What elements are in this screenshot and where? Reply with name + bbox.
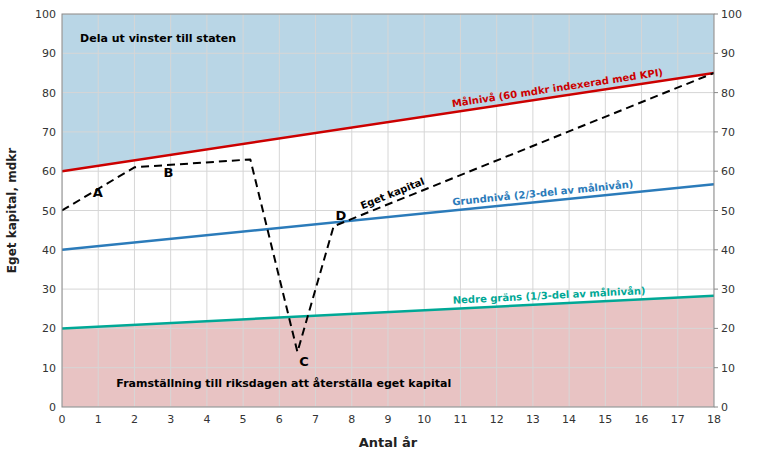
series-label: Eget kapital: [359, 176, 426, 212]
x-tick-label: 1: [95, 413, 102, 426]
plot-background: [62, 14, 714, 407]
x-tick-label: 12: [490, 413, 504, 426]
y2-tick: [714, 249, 718, 250]
y-tick-label: 30: [42, 283, 56, 296]
y-tick-label: 80: [42, 87, 56, 100]
y-tick-label: 10: [42, 362, 56, 375]
plot-area: [62, 14, 714, 407]
y2-tick: [714, 328, 718, 329]
x-tick-label: 17: [671, 413, 685, 426]
x-axis-label: Antal år: [359, 435, 418, 450]
y2-tick: [714, 92, 718, 93]
y-tick-label: 40: [42, 244, 56, 257]
x-tick-label: 18: [707, 413, 721, 426]
series-line: [62, 73, 714, 352]
y-axis-label: Eget kapital, mdkr: [5, 148, 19, 273]
plot-frame: [62, 14, 714, 407]
x-tick-label: 2: [131, 413, 138, 426]
grid-line-y: [62, 328, 714, 329]
y2-tick-label: 90: [721, 47, 735, 60]
series-line: [62, 296, 714, 329]
grid: [62, 14, 714, 407]
series-label: Målnivå (60 mdkr indexerad med KPI): [451, 66, 664, 110]
y2-tick-label: 0: [721, 401, 728, 414]
x-tick-label: 10: [417, 413, 431, 426]
y-tick-label: 70: [42, 126, 56, 139]
y2-tick-label: 50: [721, 205, 735, 218]
x-tick-label: 8: [348, 413, 355, 426]
y2-tick-label: 30: [721, 283, 735, 296]
y2-tick-label: 80: [721, 87, 735, 100]
series-line: [62, 73, 714, 171]
x-tick-label: 7: [312, 413, 319, 426]
grid-line-y: [62, 367, 714, 368]
y-tick-label: 50: [42, 205, 56, 218]
x-tick-label: 0: [59, 413, 66, 426]
y-tick-label: 0: [49, 401, 56, 414]
x-tick-label: 13: [526, 413, 540, 426]
y2-tick-label: 100: [721, 8, 742, 21]
y2-tick: [714, 210, 718, 211]
y2-tick: [714, 171, 718, 172]
annotation: D: [335, 208, 346, 223]
x-tick-label: 16: [635, 413, 649, 426]
x-tick-label: 4: [203, 413, 210, 426]
y2-tick: [714, 14, 718, 15]
y2-tick: [714, 407, 718, 408]
annotations: Dela ut vinster till staten Framställning…: [80, 32, 451, 391]
y2-tick-label: 20: [721, 322, 735, 335]
annotation: Framställning till riksdagen att återstä…: [116, 377, 451, 390]
y-tick-label: 100: [35, 8, 56, 21]
x-tick-label: 14: [562, 413, 576, 426]
grid-line-y: [62, 210, 714, 211]
annotation: Dela ut vinster till staten: [80, 32, 236, 45]
y2-tick-label: 70: [721, 126, 735, 139]
annotation: C: [299, 354, 309, 369]
series-labels: Målnivå (60 mdkr indexerad med KPI) Grund…: [359, 66, 664, 306]
y2-tick-label: 10: [721, 362, 735, 375]
y2-tick: [714, 131, 718, 132]
axes: 0123456789101112131415161718010203040506…: [35, 8, 742, 426]
x-tick-label: 11: [453, 413, 467, 426]
y-tick-label: 60: [42, 165, 56, 178]
chart: 0123456789101112131415161718010203040506…: [0, 0, 760, 459]
x-tick-label: 6: [276, 413, 283, 426]
y2-tick: [714, 289, 718, 290]
series-label: Grundnivå (2/3-del av målnivån): [452, 177, 634, 207]
grid-line-y: [62, 249, 714, 250]
grid-line-y: [62, 92, 714, 93]
grid-line-y: [62, 131, 714, 132]
y2-tick: [714, 53, 718, 54]
series-label: Nedre gräns (1/3-del av målnivån): [452, 284, 645, 306]
x-tick-label: 9: [385, 413, 392, 426]
grid-line-y: [62, 53, 714, 54]
annotation: A: [93, 185, 103, 200]
y-tick-label: 20: [42, 322, 56, 335]
x-tick-label: 3: [167, 413, 174, 426]
y2-tick-label: 40: [721, 244, 735, 257]
x-tick-label: 5: [240, 413, 247, 426]
grid-line-y: [62, 171, 714, 172]
y2-tick-label: 60: [721, 165, 735, 178]
y-tick-label: 90: [42, 47, 56, 60]
x-tick-label: 15: [598, 413, 612, 426]
annotation: B: [163, 165, 173, 180]
y2-tick: [714, 367, 718, 368]
